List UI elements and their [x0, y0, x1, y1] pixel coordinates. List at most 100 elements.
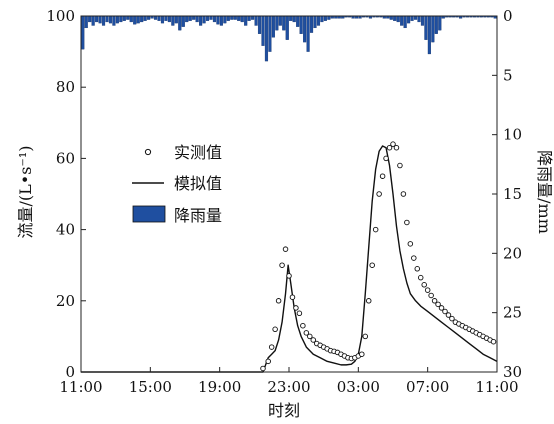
rainfall-bar [164, 15, 168, 21]
rainfall-bar [244, 15, 248, 26]
rainfall-bar [309, 15, 314, 33]
rainfall-bar [171, 15, 175, 26]
rainfall-bar [216, 15, 220, 25]
simulated-flow-line [81, 145, 498, 373]
x-tick-label: 15:00 [129, 378, 172, 396]
left-y-axis-label: 流量/(L•s⁻¹) [16, 145, 35, 238]
observed-point [275, 298, 282, 304]
rainfall-bar [223, 15, 227, 24]
rainfall-bar [438, 15, 442, 31]
right-y-tick-label: 0 [503, 7, 513, 25]
x-tick-label: 11:00 [475, 378, 518, 396]
rainfall-bar [306, 15, 310, 52]
rainfall-bar [303, 15, 307, 43]
observed-point [400, 191, 407, 197]
rainfall-bar [199, 15, 203, 26]
observed-point [265, 358, 271, 365]
observed-point [442, 308, 448, 315]
legend-symbol-observed [144, 148, 152, 156]
rainfall-bar [282, 15, 286, 31]
observed-point [372, 226, 379, 233]
rainfall-bar [88, 15, 92, 23]
rainfall-bar [237, 15, 241, 21]
legend-label-rainfall: 降雨量 [174, 206, 222, 225]
rainfall-bar [289, 15, 293, 21]
rainfall-bar [320, 15, 324, 23]
rainfall-bar [261, 15, 265, 46]
rainfall-bar [413, 15, 418, 20]
rainfall-bar [112, 15, 116, 26]
rainfall-bar [396, 15, 400, 23]
observed-point [376, 191, 382, 197]
observed-point [296, 310, 303, 317]
observed-point [268, 344, 275, 350]
rainfall-bar [257, 15, 262, 34]
rainfall-bar [427, 15, 431, 55]
observed-point [414, 266, 421, 272]
observed-point [282, 246, 289, 252]
observed-point [362, 333, 369, 340]
observed-point [300, 322, 306, 329]
observed-point [393, 144, 400, 151]
plot-frame [80, 15, 498, 373]
rainfall-bar [233, 15, 237, 20]
observed-point [449, 315, 455, 322]
rainfall-bar [95, 15, 99, 23]
observed-point [359, 351, 365, 357]
observed-point [397, 162, 403, 169]
observed-point [279, 262, 285, 268]
observed-point [404, 219, 410, 226]
rainfall-bar [407, 15, 411, 24]
rainfall-bar [313, 15, 317, 29]
rainfall-bar [299, 15, 303, 34]
rainfall-bar [126, 15, 130, 20]
legend-label-simulated: 模拟值 [174, 174, 222, 193]
rainfall-bar [160, 15, 165, 24]
rainfall-bar [153, 15, 158, 20]
left-y-axis: 0 20 40 60 80 100 [46, 7, 86, 381]
rainfall-bar [84, 15, 88, 29]
observed-point [307, 333, 313, 340]
right-y-tick-label: 5 [503, 66, 513, 84]
rainfall-bar [434, 15, 438, 34]
right-y-tick-label: 15 [503, 185, 522, 203]
left-y-tick-label: 40 [56, 221, 75, 239]
rainfall-bar [174, 15, 178, 24]
rainfall-bar [278, 15, 282, 26]
observed-point [286, 273, 292, 279]
observed-point [390, 141, 396, 147]
rainfall-bar [157, 15, 161, 21]
rainfall-bar [115, 15, 119, 24]
observed-point [289, 294, 296, 300]
observed-point [260, 365, 266, 372]
left-y-tick-label: 60 [56, 149, 75, 167]
rainfall-bar [316, 15, 321, 26]
rainfall-bar [136, 15, 140, 24]
rainfall-bar [271, 15, 275, 38]
left-y-tick-label: 20 [56, 292, 75, 310]
rainfall-bars [81, 15, 497, 62]
rainfall-bar [192, 15, 196, 20]
observed-point [435, 301, 441, 308]
rainfall-bar [296, 15, 300, 27]
x-tick-label: 07:00 [406, 378, 449, 396]
rainfall-bar [101, 15, 106, 26]
x-tick-label: 19:00 [198, 378, 241, 396]
x-axis: 11:00 15:00 19:00 23:00 03:00 07:00 11:00 [59, 367, 519, 396]
rainfall-bar [219, 15, 223, 26]
observed-point [369, 262, 375, 268]
right-y-tick-label: 25 [503, 304, 522, 322]
rainfall-bar [285, 15, 289, 40]
rainfall-bar [209, 15, 213, 20]
rainfall-bar [327, 15, 331, 20]
rainfall-bar [400, 15, 404, 26]
observed-point [424, 287, 431, 293]
rainfall-bar [389, 15, 393, 20]
rainfall-bar [424, 15, 428, 40]
observed-point [411, 255, 417, 261]
observed-point [293, 305, 299, 311]
observed-point [379, 173, 386, 179]
rainfall-bar [403, 15, 407, 29]
rainfall-bar [202, 15, 206, 24]
